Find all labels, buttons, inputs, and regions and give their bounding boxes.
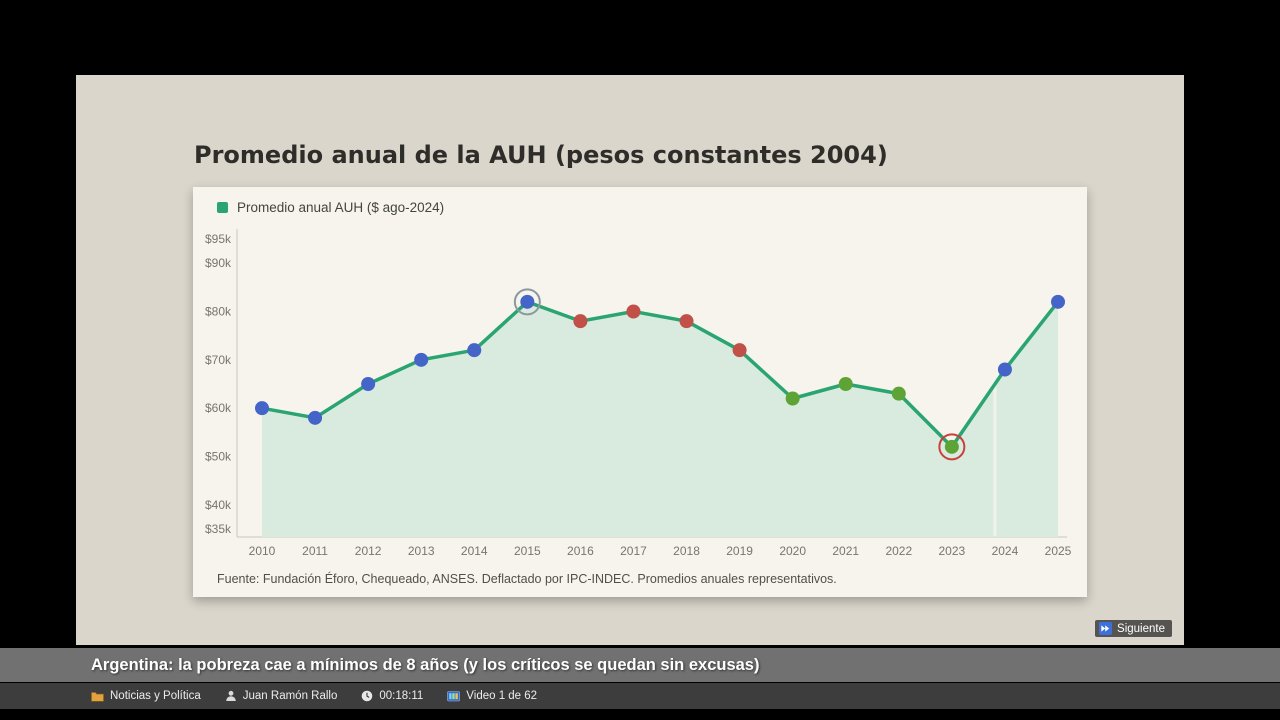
annotation-ring-2015 [513, 288, 541, 316]
x-tick-label: 2018 [673, 544, 700, 558]
data-point-2020 [785, 391, 800, 406]
skip-next-icon [1099, 622, 1113, 635]
x-tick-label: 2025 [1045, 544, 1072, 558]
y-tick-label: $70k [205, 353, 232, 367]
x-tick-label: 2012 [355, 544, 382, 558]
x-tick-label: 2022 [885, 544, 912, 558]
position-item: Video 1 de 62 [447, 690, 537, 702]
x-tick-label: 2020 [779, 544, 806, 558]
slide-frame: Promedio anual de la AUH (pesos constant… [76, 75, 1184, 645]
x-tick-label: 2010 [249, 544, 276, 558]
data-point-2017 [626, 304, 641, 319]
data-point-2015 [520, 294, 535, 309]
data-point-2018 [679, 314, 694, 329]
category-label: Noticias y Política [110, 690, 201, 702]
chart-panel: Promedio anual AUH ($ ago-2024) $95k $90k… [193, 187, 1087, 597]
video-title-bar: Argentina: la pobreza cae a mínimos de 8… [0, 648, 1280, 682]
y-tick-label: $80k [205, 305, 232, 319]
source-note: Fuente: Fundación Éforo, Chequeado, ANSE… [217, 572, 837, 586]
x-tick-label: 2015 [514, 544, 541, 558]
y-tick-label: $50k [205, 450, 232, 464]
data-line [260, 300, 1060, 449]
next-label: Siguiente [1117, 622, 1165, 635]
position-label: Video 1 de 62 [466, 690, 538, 702]
y-tick-label: $95k [205, 232, 232, 246]
x-tick-label: 2017 [620, 544, 647, 558]
author-item[interactable]: Juan Ramón Rallo [225, 690, 338, 702]
chart-title: Promedio anual de la AUH (pesos constant… [194, 141, 888, 169]
legend-label: Promedio anual AUH ($ ago-2024) [237, 200, 445, 215]
duration-item: 00:18:11 [361, 690, 423, 702]
chart-legend: Promedio anual AUH ($ ago-2024) [217, 200, 444, 215]
legend-swatch-icon [217, 202, 228, 213]
data-point-2010 [255, 401, 269, 416]
y-tick-label: $60k [205, 401, 232, 415]
y-tick-label: $40k [205, 498, 232, 512]
data-point-2016 [573, 314, 588, 329]
data-point-2025 [1051, 294, 1065, 309]
x-tick-label: 2021 [832, 544, 859, 558]
x-tick-label: 2016 [567, 544, 594, 558]
video-title: Argentina: la pobreza cae a mínimos de 8… [91, 655, 760, 674]
x-tick-label: 2011 [302, 544, 328, 558]
annotation-ring-2023 [938, 433, 966, 461]
data-point-2024 [997, 362, 1012, 377]
data-point-2022 [891, 386, 906, 401]
data-point-2023 [944, 439, 959, 454]
data-point-2014 [467, 343, 482, 358]
category-item[interactable]: Noticias y Política [91, 690, 201, 702]
x-tick-label: 2013 [408, 544, 435, 558]
person-icon [225, 690, 237, 702]
data-point-2013 [414, 352, 429, 367]
duration-label: 00:18:11 [379, 690, 424, 702]
x-tick-label: 2024 [992, 544, 1019, 558]
clock-icon [361, 690, 373, 702]
data-point-2021 [838, 377, 853, 391]
data-point-2011 [308, 410, 323, 425]
line-chart: $95k $90k $80k $70k $60k $50k $40k $35k 2010 2011… [205, 229, 1072, 558]
folder-icon [91, 691, 104, 702]
x-tick-label: 2023 [939, 544, 966, 558]
video-info-bar: Noticias y Política Juan Ramón Rallo 00:… [0, 683, 1280, 709]
data-point-2019 [732, 343, 747, 358]
data-point-2012 [361, 377, 376, 391]
video-icon [447, 690, 461, 702]
author-label: Juan Ramón Rallo [242, 690, 338, 702]
y-tick-label: $35k [205, 522, 232, 536]
next-button[interactable]: Siguiente [1095, 620, 1172, 637]
x-tick-label: 2014 [461, 544, 488, 558]
x-tick-label: 2019 [726, 544, 753, 558]
y-tick-label: $90k [205, 256, 232, 270]
area-fill [262, 301, 1058, 537]
